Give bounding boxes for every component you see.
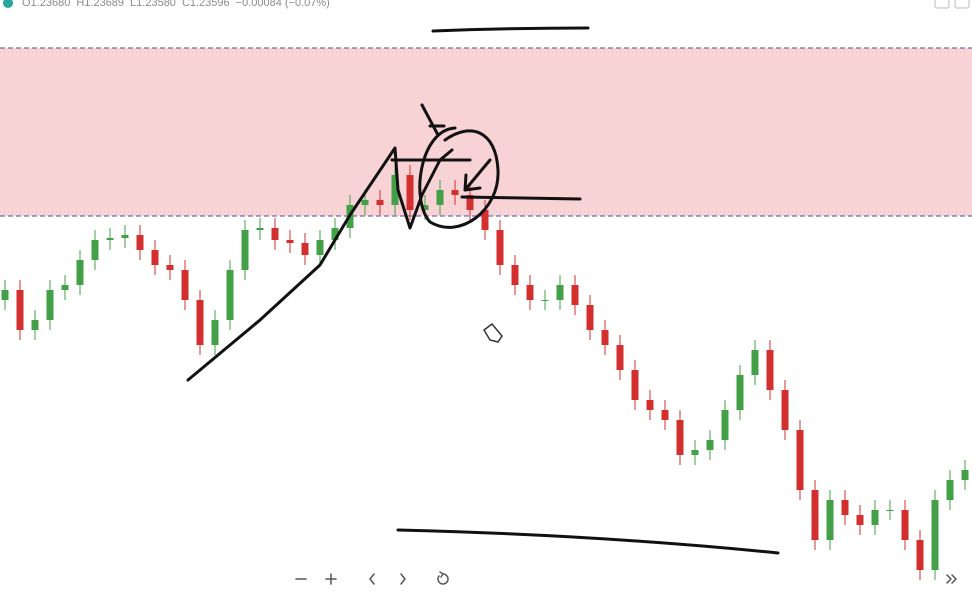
candle-body (541, 300, 549, 301)
toolbar (290, 0, 970, 590)
candle-body (31, 320, 39, 330)
candle-body (181, 270, 189, 300)
candle-body (406, 175, 414, 210)
candle-body (946, 480, 954, 500)
candle-body (871, 510, 879, 525)
candle-body (586, 305, 594, 330)
candle-body (961, 470, 969, 480)
candle-body (766, 350, 774, 390)
candle-body (526, 285, 534, 300)
candle-body (211, 320, 219, 345)
candle-body (811, 490, 819, 540)
zone (0, 48, 972, 216)
candle-body (91, 240, 99, 260)
candle-body (421, 205, 429, 210)
scroll-right-button[interactable] (392, 568, 414, 590)
candle-body (481, 210, 489, 230)
candle-body (166, 265, 174, 270)
candle-body (316, 240, 324, 255)
candle-body (616, 345, 624, 370)
candle-body (676, 420, 684, 455)
candle-body (271, 228, 279, 240)
candle-body (886, 510, 894, 511)
candle-body (571, 285, 579, 305)
settings-button[interactable] (954, 0, 970, 9)
zoom-out-button[interactable] (290, 568, 312, 590)
cursor (483, 322, 503, 343)
status-dot (3, 0, 13, 8)
scroll-left-button[interactable] (361, 568, 383, 590)
candle-body (826, 500, 834, 540)
candle-body (136, 235, 144, 250)
candle-body (436, 190, 444, 205)
candle-body (841, 500, 849, 515)
candle-body (256, 228, 264, 230)
drawings (186, 26, 780, 555)
candle-body (706, 440, 714, 450)
drawn-arrow (463, 158, 492, 192)
drawn-arrow (420, 103, 446, 137)
candle-body (781, 390, 789, 430)
candle-body (61, 285, 69, 290)
drawn-circle (418, 126, 500, 229)
candle-body (931, 500, 939, 570)
candle-body (916, 540, 924, 570)
ohlc-header: O1.23680 H1.23689 L1.23580 C1.23596 −0.00084… (3, 0, 330, 9)
candle-body (601, 330, 609, 345)
candle-body (796, 430, 804, 490)
drawn-trendline (186, 146, 454, 382)
candle-body (46, 290, 54, 320)
candle-body (331, 228, 339, 240)
candle-body (751, 350, 759, 375)
candle-body (286, 240, 294, 243)
candle-body (196, 300, 204, 345)
candle-body (646, 400, 654, 410)
candle-body (661, 410, 669, 420)
drawn-line (431, 26, 590, 33)
candle-body (16, 290, 24, 330)
zoom-in-button[interactable] (320, 568, 342, 590)
candle-body (901, 510, 909, 540)
plot (0, 47, 972, 580)
candle-body (376, 200, 384, 205)
candle-body (556, 285, 564, 300)
candle-body (1, 290, 9, 300)
candle-body (721, 410, 729, 440)
candle-body (631, 370, 639, 400)
candle-body (391, 175, 399, 205)
candle-body (226, 270, 234, 320)
drawn-line (460, 195, 582, 201)
candle-body (496, 230, 504, 265)
candle-body (451, 190, 459, 195)
candle-body (511, 265, 519, 285)
candle-body (76, 260, 84, 285)
candle-body (736, 375, 744, 410)
candle-body (241, 230, 249, 270)
candle-body (361, 200, 369, 205)
drawn-line (396, 528, 780, 555)
reset-button[interactable] (432, 568, 454, 590)
candle-body (151, 250, 159, 265)
ohlc-value: −0.00084 (−0.07%) (236, 0, 330, 9)
candle-body (106, 238, 114, 240)
scroll-end-button[interactable] (940, 568, 962, 590)
candle-body (691, 450, 699, 455)
candle-body (466, 195, 474, 210)
candle-body (856, 515, 864, 525)
add-button[interactable] (934, 0, 950, 9)
candle-body (301, 243, 309, 255)
ohlc-value: H1.23689 (76, 0, 124, 9)
ohlc-value: C1.23596 (182, 0, 230, 9)
ohlc-value: L1.23580 (130, 0, 176, 9)
ohlc-value: O1.23680 (22, 0, 70, 9)
candle-body (121, 235, 129, 238)
